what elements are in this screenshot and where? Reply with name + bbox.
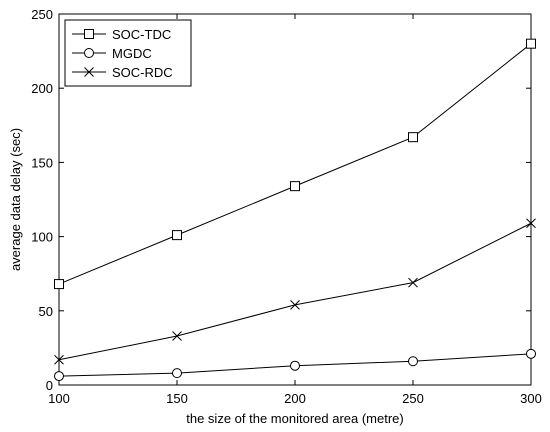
y-tick-label: 100 [31,230,53,245]
y-tick-label: 50 [39,304,53,319]
x-tick-label: 100 [48,391,70,406]
legend-item: SOC-TDC [72,27,171,42]
series-soc-rdc [54,218,536,365]
series-layer [54,38,536,382]
data-point [54,354,64,365]
data-point [526,38,536,49]
legend-item: MGDC [72,46,152,61]
legend-item: SOC-RDC [72,65,173,80]
y-axis-label: average data delay (sec) [8,128,23,271]
axes-ticks: 100 150 200 250 300 0 50 100 150 200 250 [31,7,542,406]
data-point [408,356,418,367]
data-point [290,181,300,192]
data-point [54,279,64,290]
data-point [290,300,300,310]
legend-marker [84,29,94,39]
x-tick-label: 250 [402,391,424,406]
y-tick-label: 0 [46,378,53,393]
legend-marker [84,48,94,58]
x-tick-label: 150 [166,391,188,406]
y-tick-label: 200 [31,81,53,96]
data-point [172,230,182,241]
data-point [172,331,182,341]
y-tick-label: 250 [31,7,53,22]
x-tick-label: 200 [284,391,306,406]
legend-label: MGDC [112,46,152,61]
data-point [526,348,536,359]
legend: SOC-TDC MGDC SOC-RDC [64,19,192,87]
data-point [290,360,300,371]
data-point [526,218,536,229]
data-point [408,132,418,143]
x-tick-label: 300 [520,391,542,406]
data-point [54,371,64,382]
legend-marker [84,67,94,77]
series-mgdc [54,348,536,382]
legend-label: SOC-TDC [112,27,171,42]
x-axis-label: the size of the monitored area (metre) [186,411,404,426]
series-soc-tdc [54,38,536,290]
legend-label: SOC-RDC [112,65,173,80]
data-point [172,368,182,379]
y-tick-label: 150 [31,155,53,170]
data-point [408,277,418,288]
